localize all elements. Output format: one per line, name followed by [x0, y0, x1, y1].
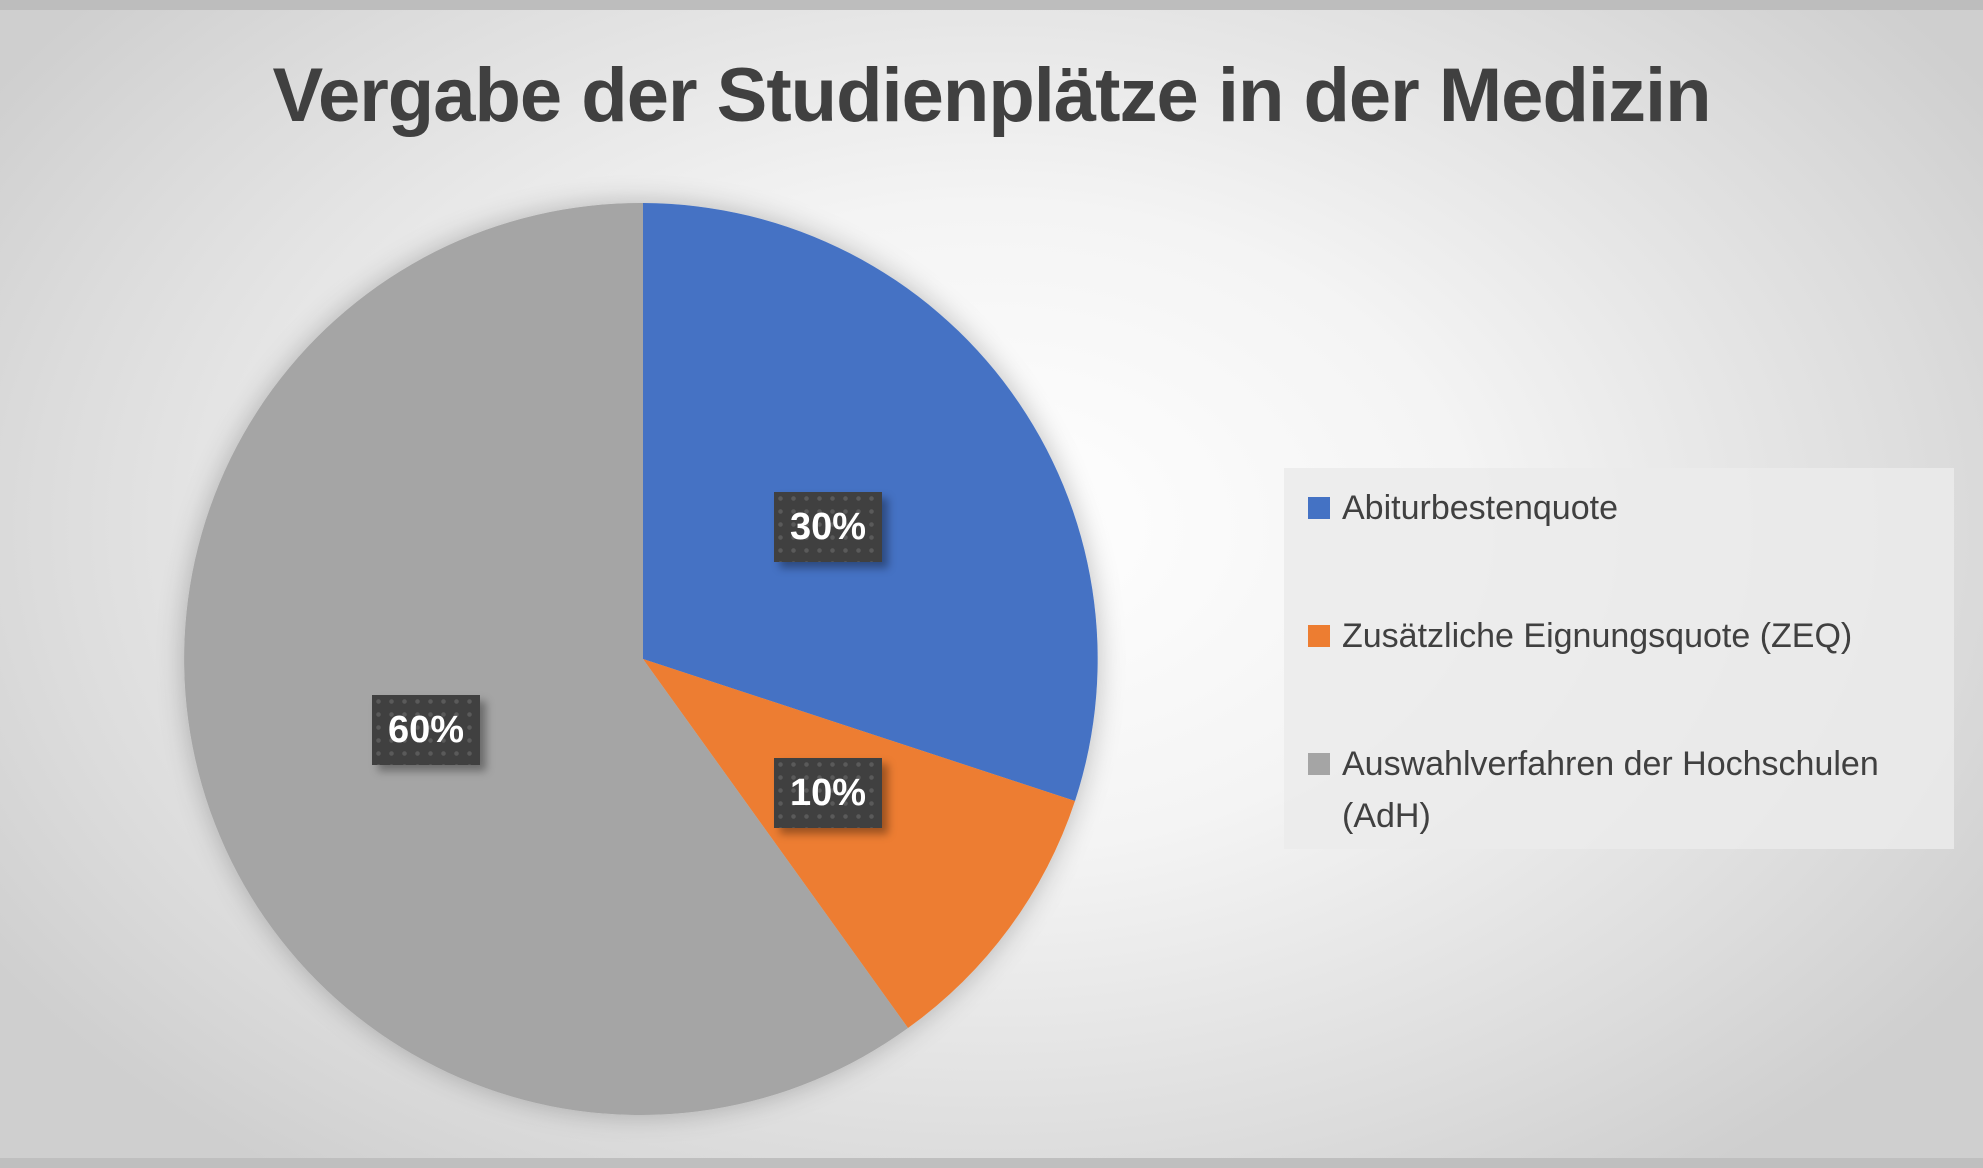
legend-swatch-orange-icon	[1308, 625, 1330, 647]
legend-label: Auswahlverfahren der Hochschulen (AdH)	[1342, 745, 1879, 835]
data-label-10: 10%	[774, 758, 882, 828]
legend-item-zeq[interactable]: Zusätzliche Eignungsquote (ZEQ)	[1308, 610, 1852, 662]
data-label-60: 60%	[372, 695, 480, 765]
legend: Abiturbestenquote Zusätzliche Eignungsqu…	[1284, 468, 1954, 849]
chart-title: Vergabe der Studienplätze in der Medizin	[272, 53, 1711, 138]
legend-swatch-gray-icon	[1308, 753, 1330, 775]
slice-zeq[interactable]	[643, 659, 1075, 1028]
legend-label: Abiturbestenquote	[1342, 489, 1618, 527]
legend-label: Zusätzliche Eignungsquote (ZEQ)	[1342, 617, 1853, 655]
legend-swatch-blue-icon	[1308, 497, 1330, 519]
legend-item-abiturbestenquote[interactable]: Abiturbestenquote	[1308, 482, 1618, 534]
slice-adh[interactable]	[184, 202, 908, 1115]
data-label-30: 30%	[774, 492, 882, 562]
legend-item-adh[interactable]: Auswahlverfahren der Hochschulen (AdH)	[1308, 738, 1948, 842]
